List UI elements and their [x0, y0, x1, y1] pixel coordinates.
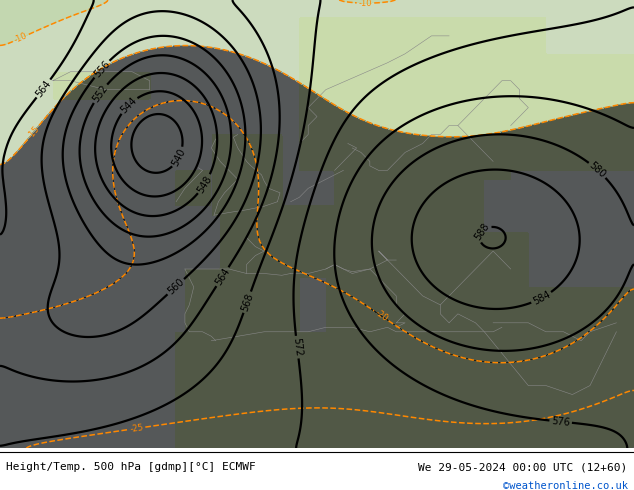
Text: -15: -15 — [26, 124, 41, 140]
Text: 552: 552 — [91, 83, 110, 104]
Text: 556: 556 — [92, 59, 112, 79]
Text: 564: 564 — [34, 78, 53, 99]
Text: We 29-05-2024 00:00 UTC (12+60): We 29-05-2024 00:00 UTC (12+60) — [418, 462, 628, 472]
Text: -10: -10 — [13, 31, 29, 45]
Text: 544: 544 — [119, 95, 139, 115]
Text: 548: 548 — [195, 173, 214, 195]
Text: 560: 560 — [165, 277, 186, 296]
Text: 568: 568 — [240, 292, 255, 313]
Text: -25: -25 — [129, 423, 144, 434]
Text: 572: 572 — [291, 337, 303, 357]
Text: 588: 588 — [472, 221, 491, 243]
Text: 584: 584 — [531, 289, 552, 307]
Text: 540: 540 — [171, 147, 188, 168]
Text: -10: -10 — [359, 0, 372, 8]
Text: ©weatheronline.co.uk: ©weatheronline.co.uk — [503, 481, 628, 490]
Text: 576: 576 — [551, 416, 571, 428]
Text: -20: -20 — [373, 308, 389, 323]
Text: 564: 564 — [213, 266, 231, 287]
Text: Height/Temp. 500 hPa [gdmp][°C] ECMWF: Height/Temp. 500 hPa [gdmp][°C] ECMWF — [6, 462, 256, 472]
Text: 580: 580 — [587, 160, 607, 180]
